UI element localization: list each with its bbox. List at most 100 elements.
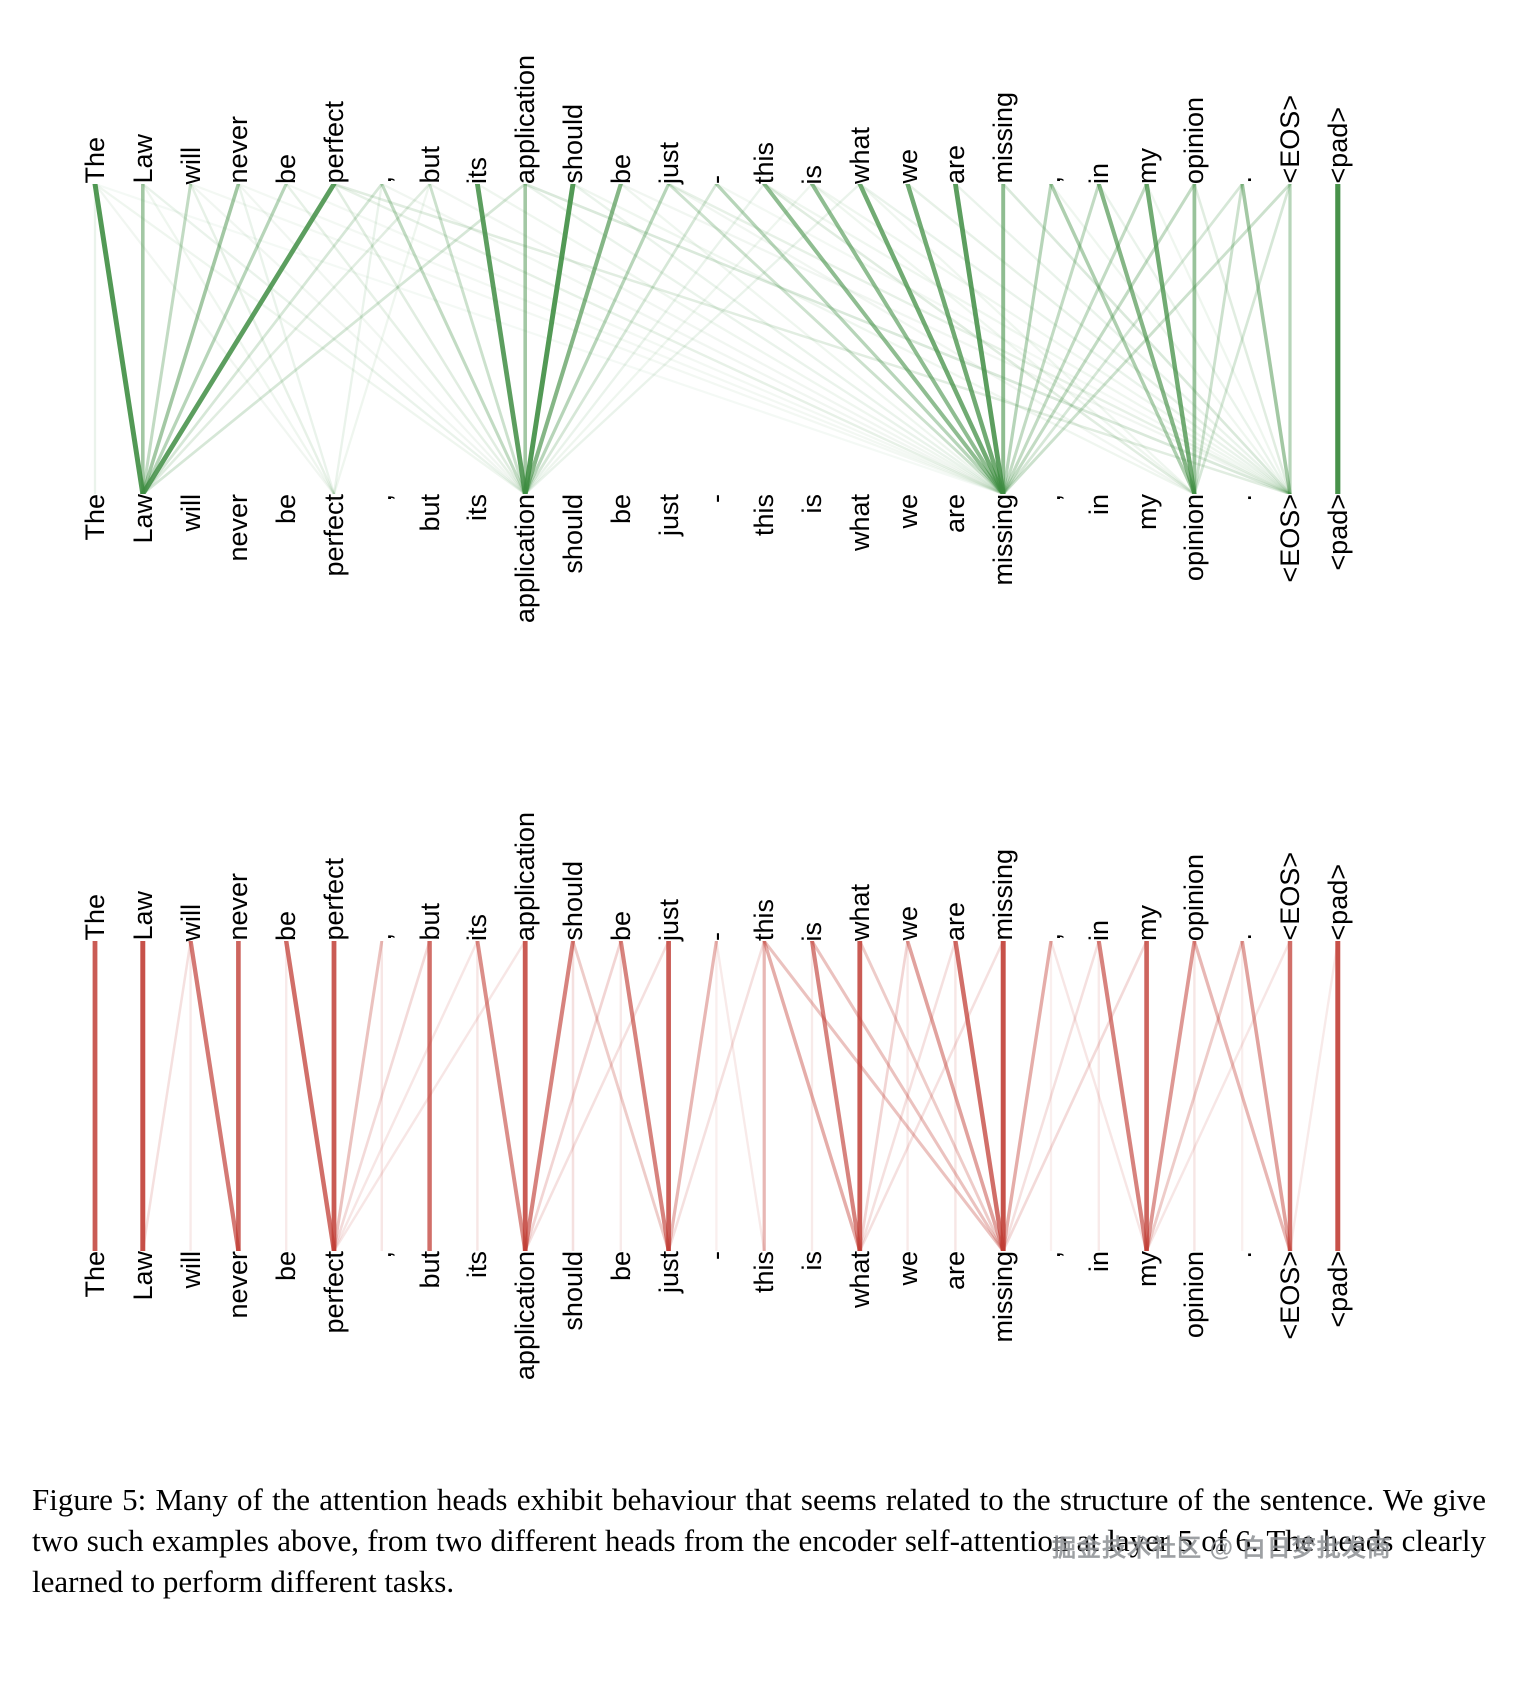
attention-edge (953, 941, 1006, 1251)
token-label-bottom-4: be (271, 494, 302, 525)
token-label-bottom-11: be (605, 1251, 636, 1282)
token-label-bottom-5: perfect (319, 1251, 349, 1334)
token-label-bottom-7: but (414, 1251, 445, 1289)
token-label-top-8: its (462, 914, 493, 941)
token-label-bottom-19: missing (988, 494, 1019, 586)
token-label-bottom-6: , (366, 1251, 397, 1259)
attention-head-red-panel: The Law will never be perfect, but its applicati… (0, 765, 1518, 1427)
token-label-bottom-1: Law (127, 1251, 158, 1301)
token-label-top-15: is (797, 164, 827, 185)
token-label-bottom-6: , (366, 494, 397, 502)
attention-edge (141, 184, 384, 494)
attention-edge (715, 941, 766, 1251)
token-label-bottom-1: Law (127, 494, 158, 544)
attention-edge (92, 184, 146, 494)
head-red-bottom-token-labels: The Law will never be perfect, but its applicati… (0, 1251, 1518, 1427)
token-label-top-0: The (80, 894, 110, 941)
attention-edge (1240, 184, 1292, 494)
attention-edge (857, 184, 1006, 494)
token-label-top-17: we (892, 149, 923, 184)
token-label-bottom-24: . (1227, 494, 1258, 502)
attention-edge (571, 941, 671, 1251)
attention-edge (141, 184, 241, 494)
token-label-bottom-7: but (414, 494, 445, 532)
token-label-top-2: will (175, 903, 206, 942)
token-label-top-3: never (223, 116, 254, 184)
token-label-bottom-14: this (749, 494, 780, 537)
token-label-top-4: be (271, 153, 302, 184)
token-label-bottom-8: its (462, 494, 493, 521)
attention-edge (523, 941, 576, 1251)
attention-edge (523, 941, 670, 1251)
head-green-bottom-token-labels: The Law will never be perfect, but its applicati… (0, 494, 1518, 670)
attention-edge (1096, 184, 1197, 494)
attention-edge (332, 184, 383, 494)
token-label-bottom-9: application (510, 494, 541, 624)
attention-edge (667, 941, 766, 1251)
attention-edge (762, 941, 1005, 1251)
attention-edge (283, 941, 337, 1251)
token-label-bottom-2: will (175, 1251, 206, 1289)
token-label-bottom-16: what (844, 1251, 875, 1309)
attention-edge (237, 184, 1005, 494)
attention-edge (474, 184, 528, 494)
attention-edge (523, 184, 623, 494)
token-label-top-12: just (653, 898, 684, 941)
attention-edge (189, 184, 336, 494)
attention-edge (667, 184, 1005, 494)
attention-edge (858, 184, 1196, 494)
attention-edge (285, 184, 1005, 494)
attention-edge (1192, 941, 1292, 1251)
token-label-bottom-14: this (749, 1251, 780, 1294)
token-label-bottom-17: we (892, 494, 923, 529)
token-label-bottom-0: The (80, 1251, 110, 1298)
attention-edge (1144, 941, 1197, 1251)
token-label-bottom-22: my (1131, 1251, 1162, 1287)
token-label-top-2: will (175, 146, 206, 185)
attention-edge (141, 184, 431, 494)
token-label-bottom-13: - (701, 1251, 732, 1260)
token-label-top-16: what (844, 126, 875, 184)
attention-edge (858, 941, 909, 1251)
token-label-bottom-0: The (80, 494, 110, 541)
token-label-top-7: but (414, 903, 445, 941)
attention-edge (522, 184, 576, 494)
token-label-top-19: missing (988, 92, 1019, 184)
token-label-top-26: <pad> (1322, 864, 1353, 941)
token-label-top-23: opinion (1179, 853, 1210, 941)
attention-edge (1145, 184, 1292, 494)
token-label-top-18: are (940, 901, 971, 941)
head-red-top-token-labels: The Law will never be perfect, but its applicati… (0, 765, 1518, 941)
attention-edge (1001, 184, 1101, 494)
attention-edge (93, 184, 527, 494)
token-label-top-25: <EOS> (1275, 95, 1305, 184)
token-label-bottom-22: my (1131, 494, 1162, 530)
token-label-bottom-11: be (605, 494, 636, 525)
attention-edge (237, 184, 336, 494)
token-label-bottom-3: never (223, 1251, 254, 1319)
attention-edge (618, 941, 671, 1251)
token-label-top-24: . (1227, 176, 1258, 184)
token-label-top-7: but (414, 146, 445, 184)
attention-edge (1049, 941, 1148, 1251)
head-green-top-token-labels: The Law will never be perfect, but its applicati… (0, 8, 1518, 184)
token-label-top-11: be (605, 910, 636, 941)
attention-edge (237, 184, 527, 494)
attention-edge (810, 184, 1006, 494)
token-label-bottom-5: perfect (319, 494, 349, 577)
attention-edge (93, 184, 336, 494)
attention-edge (332, 184, 527, 494)
attention-edge (140, 184, 337, 494)
attention-edge (188, 941, 241, 1251)
token-label-bottom-17: we (892, 1251, 923, 1286)
attention-edge (141, 941, 192, 1251)
attention-edge (332, 941, 431, 1251)
token-label-bottom-9: application (510, 1251, 541, 1381)
token-label-top-0: The (80, 137, 110, 184)
token-label-top-6: , (366, 176, 397, 184)
token-label-top-20: , (1036, 176, 1066, 184)
token-label-top-5: perfect (319, 101, 349, 184)
attention-edge (858, 941, 1005, 1251)
attention-edge (1193, 184, 1292, 494)
